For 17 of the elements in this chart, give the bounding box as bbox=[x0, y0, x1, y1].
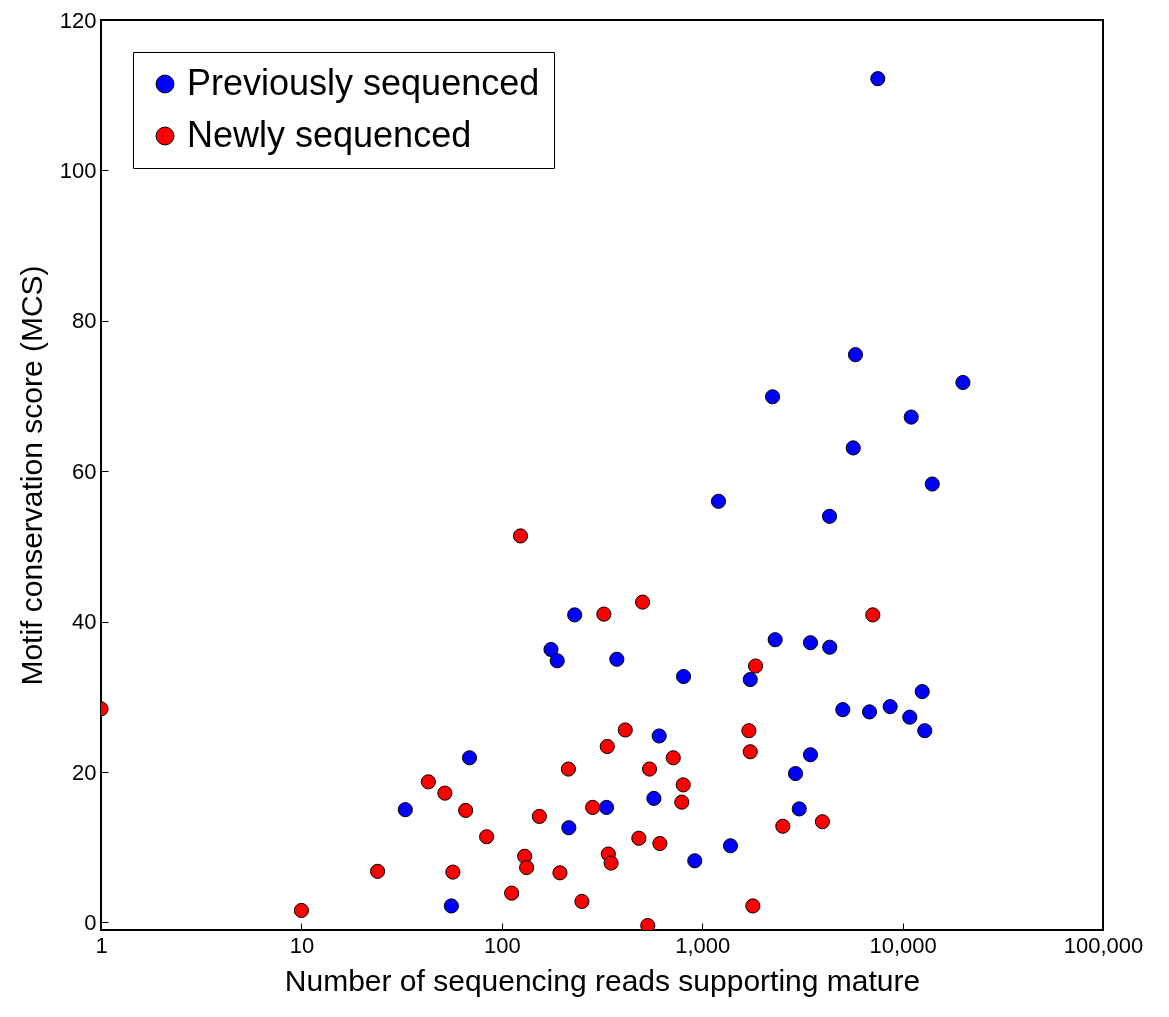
legend-label: Newly sequenced bbox=[187, 114, 472, 155]
y-tick-label: 0 bbox=[84, 909, 97, 935]
y-tick-label: 60 bbox=[72, 458, 97, 484]
x-tick-label: 10,000 bbox=[869, 932, 937, 958]
y-tick-label: 80 bbox=[72, 308, 97, 334]
y-tick-label: 40 bbox=[72, 609, 97, 635]
y-tick-label: 120 bbox=[59, 7, 97, 33]
x-axis-title: Number of sequencing reads supporting mature bbox=[284, 963, 921, 997]
legend-label: Previously sequenced bbox=[187, 62, 540, 103]
x-tick-label: 10 bbox=[289, 932, 315, 958]
y-axis-title: Motif conservation score (MCS) bbox=[14, 265, 48, 686]
x-tick-label: 1,000 bbox=[675, 932, 731, 958]
y-tick-label: 100 bbox=[59, 157, 97, 183]
x-tick-label: 100 bbox=[483, 932, 521, 958]
y-tick-label: 20 bbox=[72, 759, 97, 785]
x-tick-label: 100,000 bbox=[1063, 932, 1144, 958]
x-tick-label: 1 bbox=[95, 932, 108, 958]
